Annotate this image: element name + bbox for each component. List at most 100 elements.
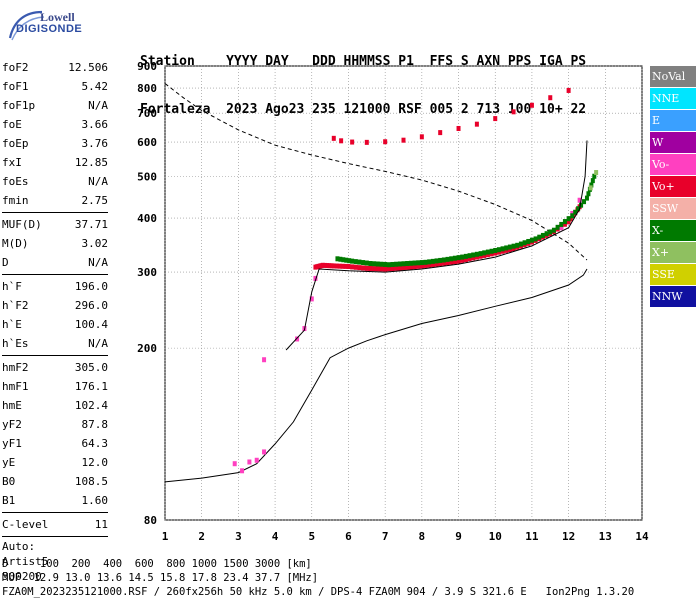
echo-point-o-trace [334, 263, 339, 269]
echo-point-x-trace [590, 178, 595, 184]
y-tick-label: 500 [137, 170, 157, 183]
logo-swoosh-icon [8, 10, 45, 41]
param-row-foep: foEp 3.76 [2, 134, 108, 153]
echo-point-o-trace [386, 266, 391, 272]
echo-point-multihop [339, 138, 344, 144]
echo-point-o-trace [346, 264, 351, 270]
y-tick-label: 200 [137, 342, 157, 355]
param-name: foF1p [2, 99, 36, 112]
param-name: foEs [2, 175, 29, 188]
auto-software: Artist5 [2, 555, 49, 568]
param-row-fof1p: foF1p N/A [2, 96, 108, 115]
echo-point-x-trace [456, 255, 461, 261]
echo-point-x-trace [460, 254, 465, 260]
param-row-hes: h`Es N/A [2, 334, 108, 353]
echo-point-o-trace [329, 263, 334, 269]
echo-point-x-trace [405, 261, 410, 267]
echo-point-x-trace [482, 250, 487, 256]
echo-point-o-trace [372, 266, 377, 272]
echo-point-o-trace [408, 264, 413, 270]
param-name: yF1 [2, 437, 22, 450]
echo-point-x-trace [338, 256, 343, 262]
echo-point-o-trace [327, 263, 332, 269]
y-tick-label: 400 [137, 212, 157, 225]
echo-point-multihop [566, 87, 571, 93]
param-name: foE [2, 118, 22, 131]
echo-point-x-trace [397, 261, 402, 267]
echo-point-multihop [364, 139, 369, 145]
x-tick-label: 12 [562, 530, 575, 543]
echo-point-o-trace_alt [577, 197, 582, 203]
echo-point-x-trace [449, 256, 454, 262]
echo-point-x-trace [344, 257, 349, 263]
echo-point-x-trace [586, 191, 591, 197]
param-row-fof2: foF2 12.506 [2, 58, 108, 77]
echo-point-o-trace [478, 253, 483, 259]
echo-point-o-trace [485, 252, 490, 258]
echo-point-x-trace [489, 248, 494, 254]
echo-point-x-trace [537, 234, 542, 240]
param-value: 2.75 [81, 194, 109, 207]
y-tick-label: 300 [137, 266, 157, 279]
echo-point-x-trace [559, 221, 564, 227]
echo-point-x-trace [379, 261, 384, 267]
auto-label: Auto: [2, 540, 36, 553]
echo-point-multihop [401, 137, 406, 143]
logo-lowell-text: Lowell [40, 10, 75, 24]
echo-point-x-trace [445, 256, 450, 262]
footer-distances: D 100 200 400 600 800 1000 1500 3000 [km… [2, 558, 312, 570]
echo-point-o-trace_alt [309, 296, 314, 302]
param-name: D [2, 256, 9, 269]
echo-point-x-trace [364, 260, 369, 266]
echo-point-x-trace [441, 257, 446, 263]
echo-point-multihop [548, 95, 553, 101]
echo-point-x-trace [496, 247, 501, 253]
y-tick-label: 80 [144, 514, 157, 527]
param-name: C-level [2, 518, 49, 531]
echo-point-o-trace [343, 263, 348, 269]
echo-point-x-trace [390, 261, 395, 267]
legend-item-x: X- [650, 220, 696, 241]
legend-item-vo: Vo- [650, 154, 696, 175]
param-value: 3.66 [81, 118, 109, 131]
echo-point-x-trace [576, 206, 581, 212]
echo-point-x-trace [507, 244, 512, 250]
echo-point-o-trace [430, 261, 435, 267]
param-group-virtual-heights: h`F 196.0 h`F2 296.0 h`E 100.4 h`Es N/A [2, 277, 108, 353]
param-value: 64.3 [81, 437, 109, 450]
echo-point-x-trace [518, 241, 523, 247]
echo-point-multihop [474, 121, 479, 127]
echo-point-x-trace [592, 173, 597, 179]
param-name: foEp [2, 137, 29, 150]
echo-point-o-trace [438, 261, 443, 267]
echo-point-o-trace [350, 264, 355, 270]
echo-point-o-trace [566, 219, 571, 225]
divider [2, 274, 108, 275]
echo-point-o-trace [331, 263, 336, 269]
divider [2, 512, 108, 513]
legend-item-noval: NoVal [650, 66, 696, 87]
param-name: yF2 [2, 418, 22, 431]
echo-point-o-trace [467, 256, 472, 262]
param-row-yf1: yF1 64.3 [2, 434, 108, 453]
echo-point-x-trace [341, 257, 346, 263]
y-tick-label: 800 [137, 82, 157, 95]
param-value: 1.60 [81, 494, 109, 507]
echo-point-x-trace [566, 216, 571, 222]
legend-item-sse: SSE [650, 264, 696, 285]
autoscaling-info: Auto: Artist5 500200 [2, 539, 108, 584]
param-name: M(D) [2, 237, 29, 250]
echo-point-x-trace [434, 258, 439, 264]
echo-point-o-trace [390, 265, 395, 271]
echo-point-x-trace [533, 236, 538, 242]
param-name: fxI [2, 156, 22, 169]
y-tick-label: 600 [137, 136, 157, 149]
echo-point-x-trace [438, 257, 443, 263]
echo-point-o-trace [416, 263, 421, 269]
echo-point-x-trace [423, 259, 428, 265]
echo-point-o-trace [419, 263, 424, 269]
divider [2, 212, 108, 213]
param-name: h`E [2, 318, 22, 331]
param-value: 12.506 [68, 61, 108, 74]
param-group-muf: MUF(D) 37.71 M(D) 3.02 D N/A [2, 215, 108, 272]
